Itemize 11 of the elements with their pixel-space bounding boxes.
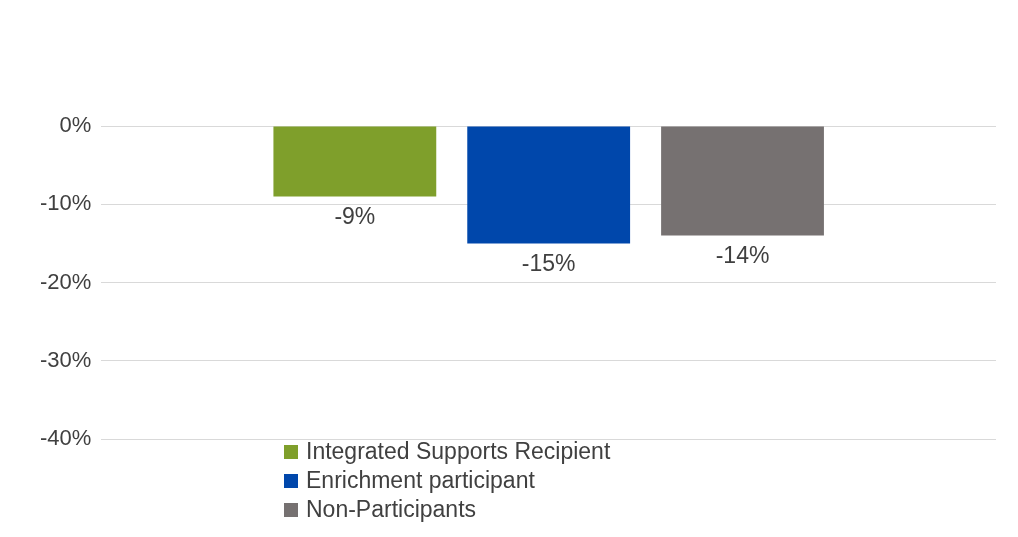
y-tick-label: -20%	[40, 268, 92, 294]
data-label: -9%	[334, 203, 376, 230]
data-label: -14%	[715, 242, 770, 269]
y-tick-label: -30%	[40, 346, 92, 372]
data-label: -15%	[521, 250, 576, 277]
legend-label: Integrated Supports Recipient	[306, 438, 611, 465]
legend-label: Non-Participants	[306, 496, 477, 523]
y-tick-label: 0%	[59, 112, 92, 138]
y-tick-label: -10%	[40, 190, 92, 216]
legend-label: Enrichment participant	[306, 467, 535, 494]
y-tick-label: -40%	[40, 425, 92, 451]
